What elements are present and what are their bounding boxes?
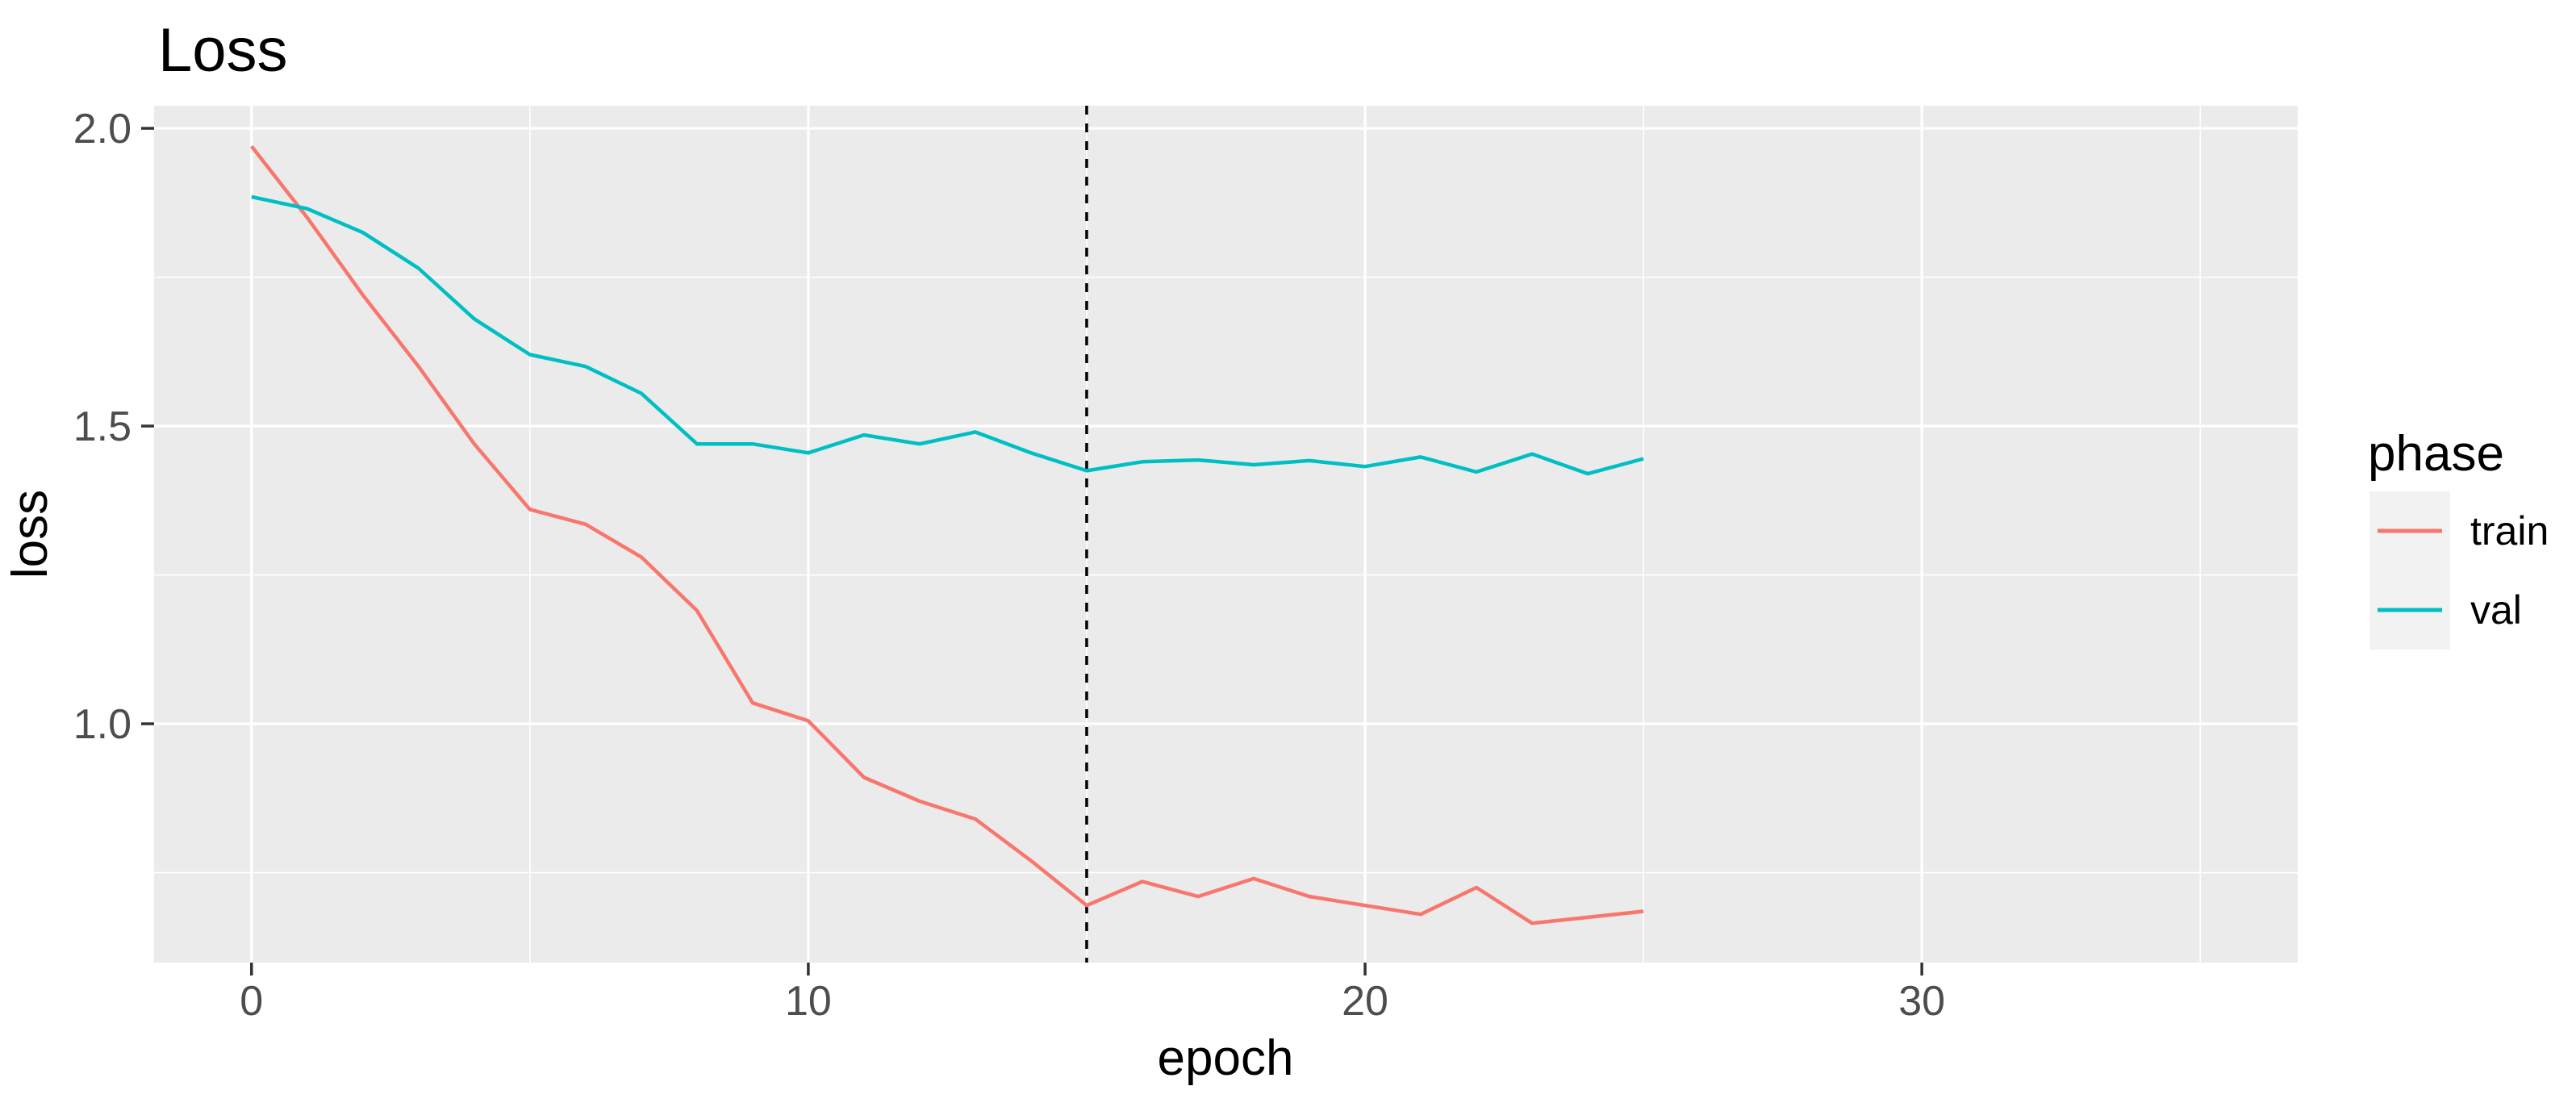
legend-label-train: train	[2470, 508, 2549, 554]
series-layer	[250, 144, 1644, 925]
train-line	[250, 144, 1644, 925]
legend: phase train val	[2368, 426, 2549, 650]
plot-title: Loss	[158, 16, 288, 85]
x-tick-label: 0	[240, 978, 263, 1025]
x-tick-label: 30	[1898, 978, 1945, 1025]
y-tick-label: 1.5	[73, 403, 132, 450]
axes-layer: 0 10 20 30 1.0 1.5 2.0	[73, 106, 1945, 1025]
y-tick-label: 2.0	[73, 106, 132, 152]
x-tick-label: 20	[1342, 978, 1388, 1025]
x-tick-label: 10	[785, 978, 832, 1025]
x-axis-title: epoch	[1158, 1030, 1294, 1086]
y-axis-title: loss	[2, 490, 58, 579]
plot-panel	[154, 106, 2298, 963]
plot-panel-layer	[154, 106, 2298, 963]
legend-title: phase	[2368, 426, 2504, 482]
val-line	[251, 194, 1644, 476]
y-tick-label: 1.0	[73, 701, 132, 748]
gridline-layer	[154, 106, 2298, 963]
legend-label-val: val	[2470, 587, 2522, 633]
